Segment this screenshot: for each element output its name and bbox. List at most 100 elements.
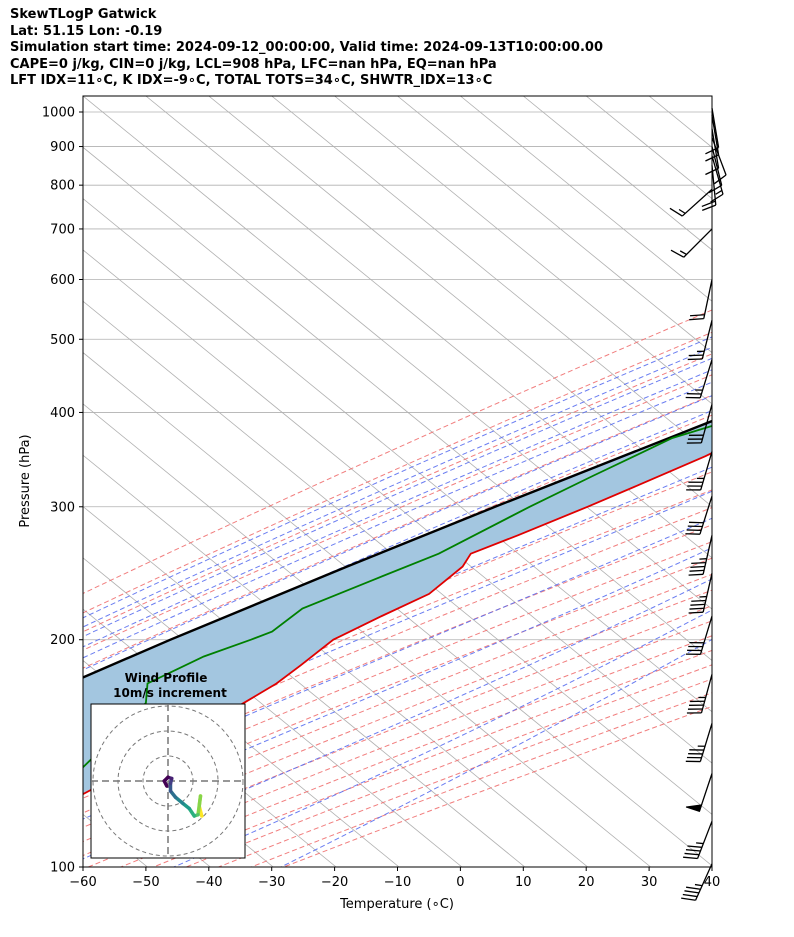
isotherm	[208, 96, 712, 508]
isotherm	[460, 96, 712, 302]
wind-barb	[686, 404, 713, 444]
wind-barb	[686, 451, 713, 491]
barb-full	[691, 561, 706, 565]
y-tick-label: 300	[50, 500, 75, 515]
barb-staff	[701, 320, 713, 360]
hodograph-segment	[196, 794, 203, 817]
barb-full	[669, 207, 683, 217]
barb-full	[686, 886, 701, 890]
wind-barb	[685, 359, 713, 399]
y-tick-label: 1000	[42, 105, 75, 120]
barb-staff	[699, 359, 713, 398]
isotherm	[711, 96, 712, 97]
wind-barb	[701, 165, 717, 212]
barb-staff	[699, 495, 713, 535]
y-tick-label: 900	[50, 140, 75, 155]
y-tick-label: 600	[50, 273, 75, 288]
y-tick-label: 700	[50, 222, 75, 237]
barb-full	[690, 314, 705, 317]
barb-staff	[703, 279, 713, 319]
isotherm	[83, 198, 712, 713]
isotherm	[83, 352, 712, 867]
barb-full	[710, 193, 724, 203]
x-axis-label: Temperature (∘C)	[339, 897, 454, 912]
isotherm	[775, 96, 794, 867]
barb-full	[690, 565, 705, 568]
station-coordinates: Lat: 51.15 Lon: -0.19	[10, 23, 163, 39]
barb-full	[683, 856, 698, 860]
isotherm	[83, 146, 712, 661]
isotherm	[83, 557, 463, 867]
dewpoint-line	[83, 425, 712, 769]
hodograph-inset	[90, 703, 246, 859]
barb-staff	[711, 128, 720, 169]
chart-header: SkewTLogP Gatwick Lat: 51.15 Lon: -0.19 …	[10, 7, 603, 90]
dry-adiabat	[83, 353, 712, 633]
barb-staff	[694, 863, 713, 901]
x-tick-label: −30	[258, 875, 285, 890]
barb-staff	[681, 188, 713, 217]
barb-staff	[711, 115, 720, 155]
dry-adiabat	[83, 524, 712, 784]
barb-staff	[699, 615, 713, 655]
dry-adiabat	[83, 309, 712, 595]
barb-half	[694, 883, 703, 887]
barb-full	[684, 852, 700, 856]
x-tick-label: 10	[515, 875, 532, 890]
dry-adiabat	[83, 489, 712, 753]
barb-half	[715, 189, 723, 195]
barb-staff	[711, 107, 720, 148]
barb-staff	[702, 535, 713, 575]
isotherm	[83, 96, 712, 610]
moist-adiabat	[83, 517, 712, 787]
isotherm	[271, 96, 712, 456]
barb-full	[682, 893, 698, 898]
barb-staff	[700, 674, 713, 714]
isotherm	[83, 249, 712, 764]
wind-barb	[687, 320, 713, 361]
moist-adiabat	[83, 346, 712, 628]
barb-full	[689, 317, 704, 321]
x-tick-label: −40	[195, 875, 222, 890]
x-tick-label: 30	[641, 875, 658, 890]
barb-staff	[700, 451, 713, 491]
barb-staff	[696, 820, 713, 859]
barb-full	[688, 611, 704, 614]
barb-full	[689, 607, 705, 610]
x-tick-label: −10	[384, 875, 411, 890]
barb-flag	[685, 804, 703, 813]
stability-indices: LFT IDX=11∘C, K IDX=-9∘C, TOTAL TOTS=34∘…	[10, 73, 493, 88]
wind-barb	[685, 723, 713, 763]
wind-barb	[708, 146, 723, 194]
barb-half	[678, 208, 686, 214]
isotherm	[83, 454, 589, 867]
barb-full	[688, 573, 704, 576]
simulation-times: Simulation start time: 2024-09-12_00:00:…	[10, 40, 603, 55]
barb-full	[701, 200, 716, 208]
axes: −60 −50 −40 −30 −20 −10 0 10 20 30 40 100 200 300 400 5…	[42, 105, 720, 890]
barb-staff	[711, 165, 717, 206]
wind-barb	[685, 615, 713, 655]
x-tick-label: −20	[321, 875, 348, 890]
x-tick-label: −60	[69, 875, 96, 890]
barb-full	[708, 184, 723, 194]
dry-adiabat	[83, 374, 712, 651]
dry-adiabat	[251, 692, 712, 867]
x-tick-label: 40	[704, 875, 721, 890]
barb-half	[679, 250, 687, 255]
x-tick-label: −50	[132, 875, 159, 890]
hodograph-segment	[162, 779, 169, 788]
barb-half	[696, 842, 704, 845]
wind-barb	[710, 155, 724, 203]
hodograph-rings	[91, 704, 245, 858]
barb-staff	[700, 404, 713, 444]
cin-shading	[83, 421, 712, 795]
barb-staff	[699, 723, 713, 762]
y-tick-label: 100	[50, 861, 75, 876]
moist-adiabat	[173, 609, 712, 867]
barb-full	[670, 249, 685, 258]
moist-adiabat	[280, 638, 712, 867]
barb-staff	[711, 146, 723, 186]
chart-title: SkewTLogP Gatwick	[10, 7, 157, 22]
